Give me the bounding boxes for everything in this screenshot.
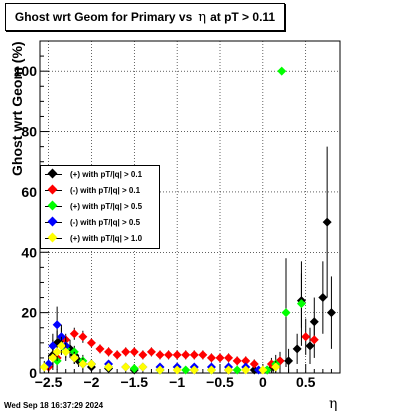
x-tick-label: −0.5 <box>206 374 234 390</box>
data-point <box>52 320 62 330</box>
data-point <box>129 363 139 373</box>
data-point <box>104 362 114 372</box>
data-point <box>318 293 328 303</box>
data-point <box>112 350 122 360</box>
data-point <box>61 347 71 357</box>
data-point <box>326 308 336 318</box>
data-point <box>69 353 79 363</box>
data-point <box>164 350 174 360</box>
data-point <box>129 347 139 357</box>
series-group <box>39 336 281 375</box>
legend-entry: (+) with pT/|q| > 0.1 <box>41 167 159 183</box>
legend-label: (+) with pT/|q| > 1.0 <box>70 234 143 243</box>
legend-label: (+) with pT/|q| > 0.5 <box>70 202 143 211</box>
data-point <box>232 365 242 375</box>
series-markers <box>39 66 336 375</box>
legend-entry: (-) with pT/|q| > 0.1 <box>41 183 159 199</box>
data-point <box>181 365 191 375</box>
y-tick-label: 40 <box>21 244 37 260</box>
data-point <box>292 344 302 354</box>
data-point <box>305 341 315 351</box>
data-point <box>48 353 58 363</box>
x-axis-label: η <box>329 396 338 412</box>
data-point <box>52 347 62 357</box>
data-point <box>215 353 225 363</box>
legend: (+) with pT/|q| > 0.1 (-) with pT/|q| > … <box>40 165 160 249</box>
data-point <box>146 347 156 357</box>
data-point <box>309 335 319 345</box>
x-tick-label: −1 <box>169 374 185 390</box>
data-point <box>271 362 281 372</box>
data-point <box>206 353 216 363</box>
data-point <box>121 362 131 372</box>
data-point <box>86 338 96 348</box>
data-point <box>258 365 268 375</box>
legend-entry: (-) with pT/|q| > 0.5 <box>41 215 159 231</box>
data-point <box>322 217 332 227</box>
data-point <box>155 350 165 360</box>
data-point <box>172 365 182 375</box>
data-point <box>48 341 58 351</box>
data-point <box>78 332 88 342</box>
title-text-left: Ghost wrt Geom for Primary vs <box>14 10 193 24</box>
legend-marker <box>47 216 58 227</box>
x-tick-label: 0.5 <box>296 374 316 390</box>
chart-title: Ghost wrt Geom for Primary vs η at pT > … <box>5 3 285 31</box>
data-point <box>241 356 251 366</box>
grid-lines <box>40 41 340 374</box>
data-point <box>249 359 259 369</box>
data-point <box>172 350 182 360</box>
tick-labels: −2.5 −2 −1.5 −1 −0.5 0 0.5 0 20 40 60 80 100 <box>14 63 316 390</box>
y-tick-label: 20 <box>21 305 37 321</box>
data-point <box>198 350 208 360</box>
data-point <box>224 365 234 375</box>
legend-label: (-) with pT/|q| > 0.1 <box>70 186 141 195</box>
data-point <box>104 347 114 357</box>
data-point <box>281 308 291 318</box>
data-point <box>189 365 199 375</box>
x-tick-label: −2.5 <box>35 374 63 390</box>
title-eta-symbol: η <box>198 9 207 25</box>
legend-marker <box>47 232 58 243</box>
title-text-right: at pT > 0.11 <box>210 10 276 24</box>
y-axis-label: Ghost wrt Geom (%) <box>9 41 25 176</box>
data-point <box>39 362 49 372</box>
data-point <box>78 359 88 369</box>
data-point <box>181 350 191 360</box>
legend-entry: (+) with pT/|q| > 1.0 <box>41 231 159 247</box>
data-point <box>155 365 165 375</box>
data-point <box>224 353 234 363</box>
data-point <box>56 341 66 351</box>
legend-marker <box>47 184 58 195</box>
y-tick-label: 100 <box>14 63 38 79</box>
y-tick-label: 60 <box>21 184 37 200</box>
legend-label: (-) with pT/|q| > 0.5 <box>70 218 141 227</box>
data-point <box>241 365 251 375</box>
legend-marker <box>47 200 58 211</box>
data-point <box>95 344 105 354</box>
y-tick-label: 0 <box>29 365 37 381</box>
data-point <box>189 350 199 360</box>
data-point <box>138 350 148 360</box>
data-point <box>121 347 131 357</box>
data-point <box>69 329 79 339</box>
legend-marker <box>47 168 58 179</box>
y-tick-label: 80 <box>21 124 37 140</box>
legend-entry: (+) with pT/|q| > 0.5 <box>41 199 159 215</box>
data-point <box>277 66 287 76</box>
data-point <box>296 299 306 309</box>
data-point <box>232 356 242 366</box>
data-point <box>138 362 148 372</box>
legend-label: (+) with pT/|q| > 0.1 <box>70 170 143 179</box>
data-point <box>86 359 96 369</box>
x-tick-label: −1.5 <box>120 374 148 390</box>
data-point <box>206 365 216 375</box>
x-tick-label: 0 <box>259 374 267 390</box>
x-tick-label: −2 <box>83 374 99 390</box>
data-point <box>301 332 311 342</box>
timestamp: Wed Sep 18 16:37:29 2024 <box>4 401 104 410</box>
